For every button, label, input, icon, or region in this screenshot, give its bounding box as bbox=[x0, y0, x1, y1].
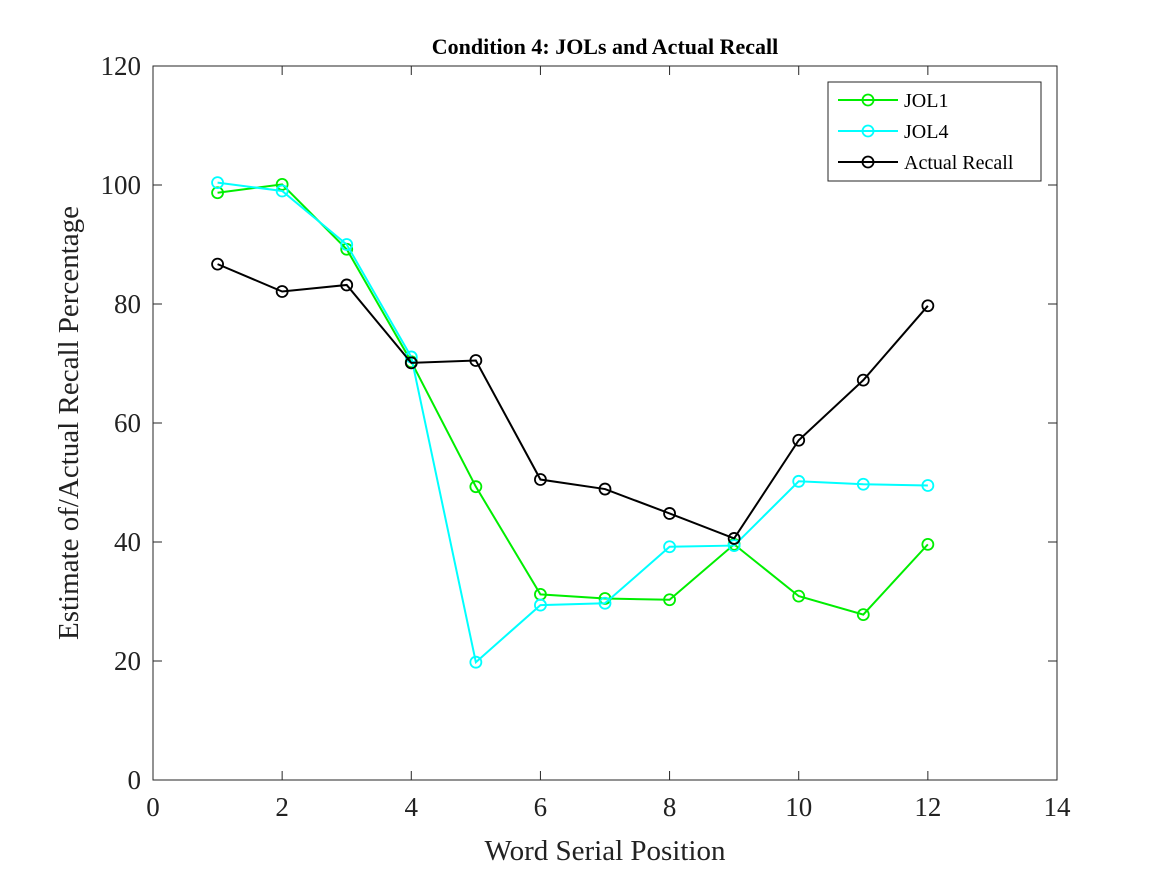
data-point-jol1 bbox=[469, 480, 483, 494]
x-tick-label: 10 bbox=[785, 792, 812, 822]
y-tick-label: 120 bbox=[101, 51, 142, 81]
legend: JOL1 JOL4 Actual Recall bbox=[827, 81, 1042, 182]
data-point-actual-recall bbox=[856, 373, 870, 387]
data-point-actual-recall bbox=[211, 257, 224, 271]
legend-item-actual-recall: Actual Recall bbox=[838, 152, 1014, 174]
data-point-jol4 bbox=[534, 598, 547, 612]
data-point-jol1 bbox=[921, 537, 935, 551]
legend-item-jol4: JOL4 bbox=[838, 121, 948, 143]
y-tick-label: 0 bbox=[128, 765, 142, 795]
legend-swatch-marker bbox=[861, 124, 875, 138]
x-tick-label: 2 bbox=[275, 792, 289, 822]
data-point-jol1 bbox=[792, 589, 806, 603]
data-point-jol4 bbox=[211, 176, 224, 190]
x-axis-label: Word Serial Position bbox=[485, 835, 726, 867]
data-point-actual-recall bbox=[727, 532, 741, 545]
y-tick-label: 100 bbox=[101, 170, 142, 200]
y-tick-label: 80 bbox=[114, 289, 141, 319]
series-line-actual-recall bbox=[217, 263, 929, 540]
data-point-actual-recall bbox=[469, 354, 483, 367]
x-tick-label: 14 bbox=[1044, 792, 1072, 822]
data-point-actual-recall bbox=[792, 433, 806, 447]
legend-label: JOL1 bbox=[904, 90, 948, 112]
y-tick-label: 60 bbox=[114, 408, 141, 438]
legend-label: JOL4 bbox=[904, 121, 948, 143]
legend-swatch-marker bbox=[861, 93, 875, 107]
data-point-jol4 bbox=[340, 238, 354, 251]
x-tick-label: 0 bbox=[146, 792, 160, 822]
series-layer bbox=[211, 176, 935, 669]
series-line-jol4 bbox=[217, 181, 928, 665]
series-jol4 bbox=[211, 176, 935, 669]
x-axis: 0 2 4 6 8 10 12 14 bbox=[146, 66, 1071, 822]
data-point-jol4 bbox=[856, 477, 870, 491]
data-point-actual-recall bbox=[404, 356, 418, 370]
series-actual-recall bbox=[211, 257, 935, 545]
data-point-jol4 bbox=[469, 655, 483, 669]
y-axis: 0 20 40 60 80 100 120 bbox=[101, 51, 1057, 795]
data-point-jol4 bbox=[663, 540, 676, 554]
y-tick-label: 20 bbox=[114, 646, 141, 676]
legend-swatch-marker bbox=[861, 155, 875, 169]
data-point-actual-recall bbox=[534, 473, 547, 486]
data-point-jol1 bbox=[275, 178, 289, 191]
data-point-jol4 bbox=[727, 539, 741, 552]
y-axis-label: Estimate of/Actual Recall Percentage bbox=[53, 206, 85, 640]
data-point-jol4 bbox=[598, 596, 612, 610]
data-point-jol1 bbox=[663, 593, 676, 607]
x-tick-label: 12 bbox=[914, 792, 941, 822]
chart-title: Condition 4: JOLs and Actual Recall bbox=[432, 34, 779, 59]
data-point-actual-recall bbox=[663, 507, 676, 520]
data-point-actual-recall bbox=[921, 299, 935, 313]
legend-item-jol1: JOL1 bbox=[838, 90, 948, 112]
data-point-jol1 bbox=[856, 608, 870, 621]
data-point-actual-recall bbox=[275, 285, 289, 298]
data-point-jol4 bbox=[275, 184, 289, 198]
data-point-jol4 bbox=[792, 474, 806, 488]
data-point-actual-recall bbox=[598, 482, 612, 496]
data-point-actual-recall bbox=[340, 278, 354, 292]
x-tick-label: 4 bbox=[405, 792, 419, 822]
y-tick-label: 40 bbox=[114, 527, 141, 557]
plot-area bbox=[152, 65, 1058, 781]
series-line-jol1 bbox=[217, 183, 929, 616]
x-tick-label: 6 bbox=[534, 792, 548, 822]
data-point-jol4 bbox=[921, 479, 935, 492]
x-tick-label: 8 bbox=[663, 792, 677, 822]
legend-label: Actual Recall bbox=[904, 152, 1014, 174]
